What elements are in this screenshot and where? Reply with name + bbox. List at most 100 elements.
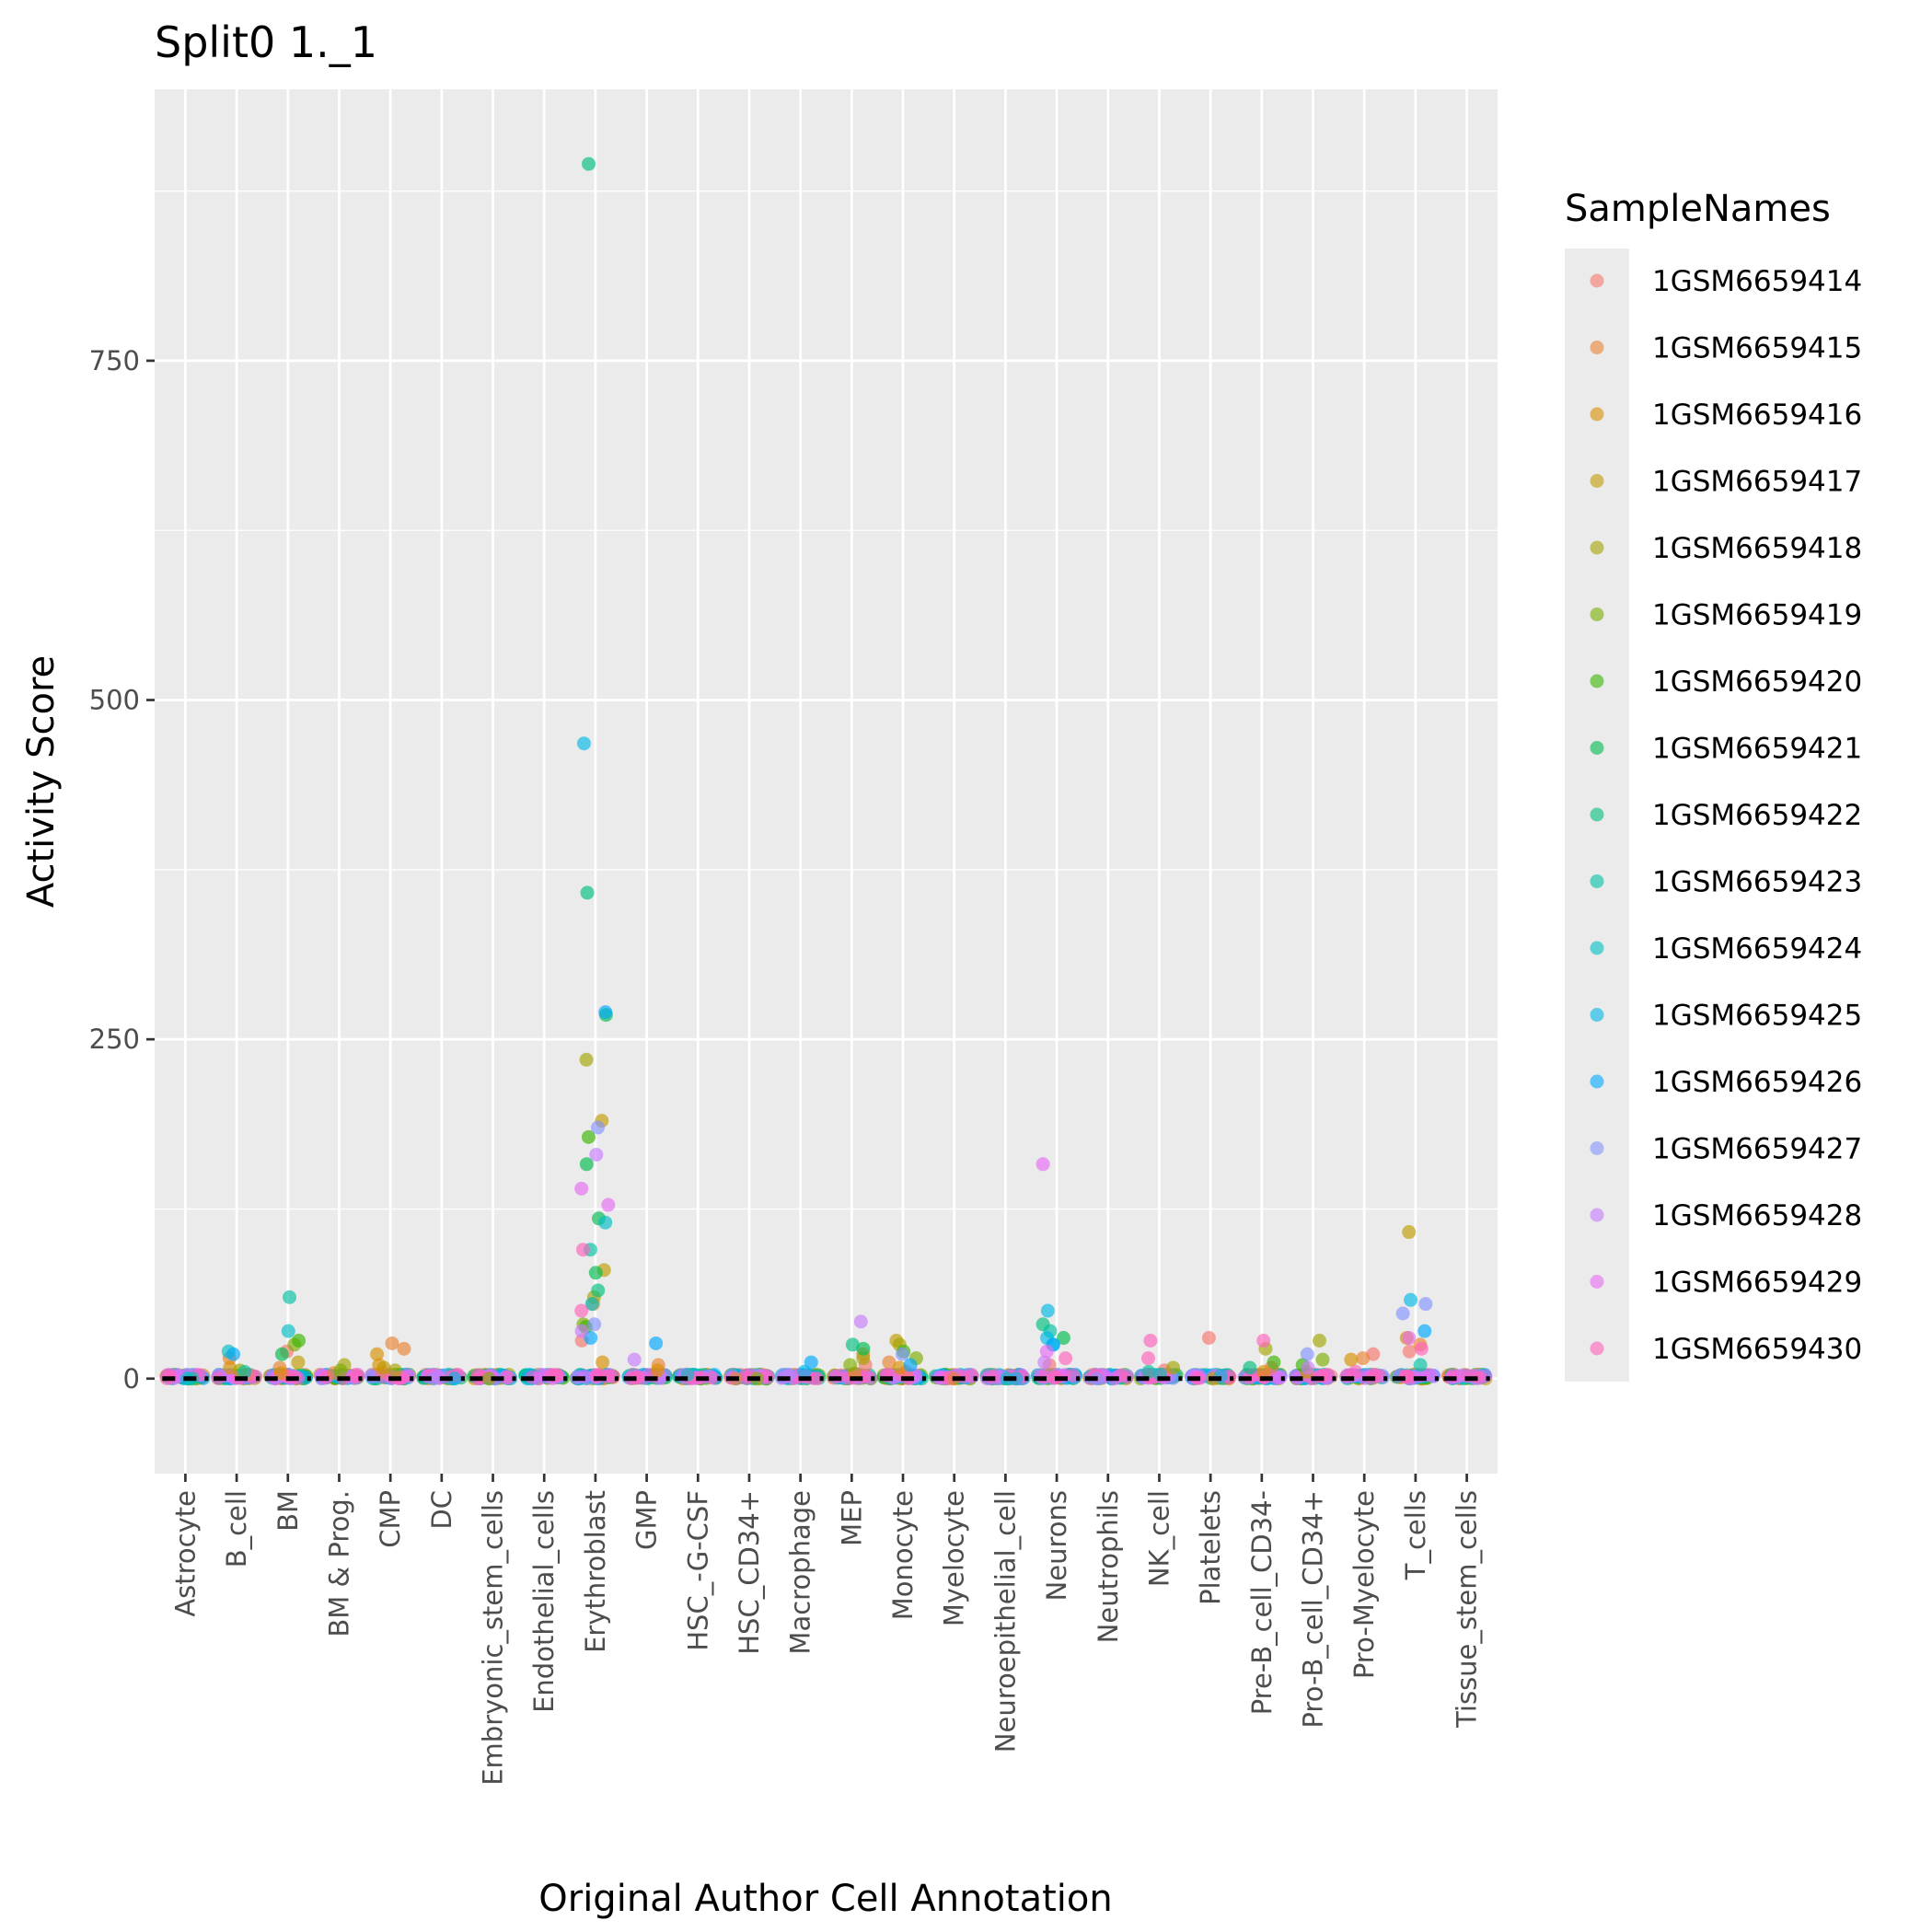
data-point bbox=[895, 1347, 909, 1361]
legend-key bbox=[1590, 874, 1604, 888]
x-tick-label: Tissue_stem_cells bbox=[1452, 1490, 1483, 1729]
x-tick-label: HSC_CD34+ bbox=[734, 1490, 765, 1655]
data-point bbox=[810, 1371, 825, 1386]
data-point bbox=[1141, 1364, 1156, 1379]
legend-key bbox=[1590, 474, 1604, 488]
data-point bbox=[292, 1333, 307, 1348]
legend-label: 1GSM6659421 bbox=[1652, 733, 1862, 766]
data-point bbox=[447, 1371, 462, 1386]
x-axis: Astrocyte B_cell BM BM & Prog. CMP DC Embryoni… bbox=[169, 1474, 1483, 1786]
legend-key bbox=[1590, 607, 1604, 621]
data-point bbox=[397, 1341, 411, 1356]
data-point bbox=[1201, 1331, 1216, 1346]
data-point bbox=[1321, 1367, 1336, 1382]
data-point bbox=[856, 1341, 871, 1356]
legend-items: 1GSM6659414 1GSM6659415 1GSM6659416 1GSM665… bbox=[1590, 265, 1862, 1366]
data-point bbox=[738, 1371, 753, 1385]
data-point bbox=[237, 1364, 252, 1379]
x-tick-label: Astrocyte bbox=[169, 1490, 201, 1617]
x-tick-label: Embryonic_stem_cells bbox=[478, 1490, 509, 1786]
data-point bbox=[581, 1129, 596, 1144]
x-tick-label: Macrophage bbox=[785, 1490, 816, 1655]
data-point bbox=[1166, 1360, 1181, 1375]
x-tick-label: BM & Prog. bbox=[323, 1490, 354, 1637]
y-tick-label: 250 bbox=[89, 1024, 140, 1055]
data-point bbox=[1348, 1364, 1363, 1379]
data-point bbox=[1140, 1351, 1155, 1366]
data-point bbox=[574, 1303, 589, 1318]
data-point bbox=[856, 1351, 871, 1366]
data-point bbox=[376, 1360, 391, 1375]
x-tick-label: Pre-B_cell_CD34- bbox=[1246, 1490, 1278, 1715]
data-point bbox=[584, 1297, 599, 1312]
legend-key bbox=[1590, 941, 1604, 955]
data-point bbox=[1402, 1344, 1417, 1359]
data-point bbox=[1300, 1347, 1314, 1361]
data-point bbox=[649, 1336, 664, 1350]
x-tick-label: DC bbox=[426, 1490, 457, 1530]
legend-label: 1GSM6659419 bbox=[1652, 599, 1862, 632]
x-tick-label: Neutrophils bbox=[1093, 1490, 1124, 1643]
data-point bbox=[579, 1052, 594, 1067]
x-tick-label: CMP bbox=[375, 1490, 406, 1548]
legend-title: SampleNames bbox=[1565, 188, 1831, 230]
data-point bbox=[385, 1336, 399, 1350]
data-point bbox=[1301, 1360, 1315, 1375]
data-point bbox=[1143, 1333, 1158, 1348]
legend-label: 1GSM6659428 bbox=[1652, 1199, 1862, 1232]
data-point bbox=[370, 1347, 385, 1361]
data-point bbox=[882, 1355, 897, 1370]
legend-label: 1GSM6659420 bbox=[1652, 665, 1862, 699]
legend-label: 1GSM6659424 bbox=[1652, 932, 1862, 966]
data-point bbox=[1404, 1292, 1418, 1307]
data-point bbox=[845, 1337, 860, 1352]
data-point bbox=[580, 885, 595, 900]
data-point bbox=[481, 1371, 496, 1386]
legend-key bbox=[1590, 1341, 1604, 1356]
x-tick-label: HSC_-G-CSF bbox=[682, 1490, 713, 1651]
y-tick-label: 500 bbox=[89, 685, 140, 716]
data-point bbox=[500, 1370, 515, 1384]
x-tick-label: Pro-Myelocyte bbox=[1348, 1490, 1380, 1679]
data-point bbox=[843, 1358, 858, 1372]
data-point bbox=[574, 1181, 589, 1196]
data-point bbox=[281, 1324, 295, 1338]
legend-key bbox=[1590, 1074, 1604, 1089]
x-tick-label: B_cell bbox=[221, 1490, 252, 1568]
data-point bbox=[283, 1290, 297, 1304]
data-point bbox=[1039, 1344, 1054, 1359]
data-point bbox=[579, 1157, 594, 1172]
data-point bbox=[1418, 1297, 1433, 1312]
x-tick-label: Endothelial_cells bbox=[528, 1490, 560, 1713]
x-tick-label: Monocyte bbox=[887, 1490, 919, 1620]
data-point bbox=[575, 1243, 590, 1257]
data-point bbox=[797, 1364, 812, 1379]
data-point bbox=[226, 1347, 241, 1361]
plot-panel bbox=[155, 89, 1498, 1474]
x-tick-label: Neuroepithelial_cell bbox=[989, 1490, 1021, 1753]
y-tick-label: 0 bbox=[123, 1363, 140, 1394]
x-tick-label: MEP bbox=[836, 1490, 867, 1546]
data-point bbox=[892, 1360, 907, 1375]
data-point bbox=[333, 1363, 348, 1378]
legend-key bbox=[1590, 341, 1604, 354]
x-axis-title: Original Author Cell Annotation bbox=[538, 1878, 1112, 1920]
legend: SampleNames 1GSM66594141GSM66594151GSM66… bbox=[1565, 188, 1862, 1382]
data-point bbox=[853, 1314, 868, 1329]
data-point bbox=[1315, 1352, 1330, 1367]
legend-key bbox=[1590, 407, 1604, 422]
data-point bbox=[1267, 1355, 1281, 1370]
data-point bbox=[1402, 1331, 1417, 1346]
data-point bbox=[388, 1363, 402, 1378]
x-tick-label: Neurons bbox=[1041, 1490, 1072, 1601]
legend-label: 1GSM6659429 bbox=[1652, 1267, 1862, 1300]
legend-key bbox=[1590, 1008, 1604, 1022]
data-point bbox=[1402, 1225, 1417, 1240]
data-point bbox=[627, 1352, 642, 1367]
y-axis: 0 250 500 750 bbox=[89, 345, 155, 1394]
data-point bbox=[291, 1355, 306, 1370]
data-point bbox=[1056, 1331, 1070, 1346]
grid-minor bbox=[155, 190, 1498, 1210]
data-point bbox=[596, 1355, 610, 1370]
